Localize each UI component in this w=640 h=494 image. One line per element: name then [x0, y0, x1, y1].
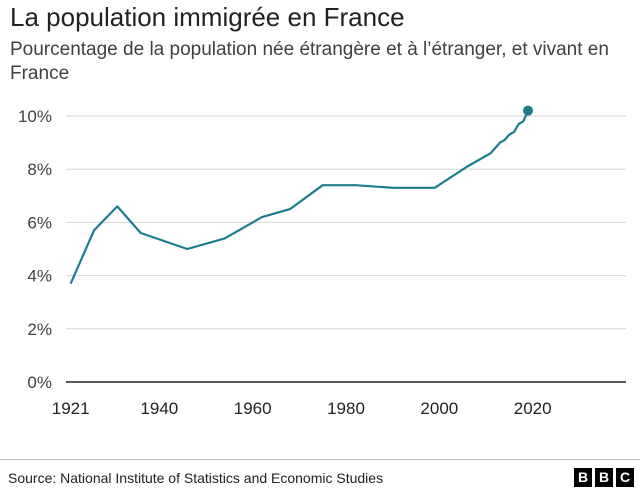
endpoint-marker [523, 105, 533, 116]
logo-letter: C [616, 468, 634, 487]
y-tick-label: 6% [27, 213, 52, 232]
footer: Source: National Institute of Statistics… [0, 459, 640, 494]
y-tick-label: 10% [18, 107, 52, 126]
x-tick-label: 1940 [140, 399, 178, 418]
logo-letter: B [595, 468, 613, 487]
line-chart: 0% 2% 4% 6% 8% 10% 1921 1940 1960 1980 2000 2020 [18, 105, 626, 418]
y-tick-label: 0% [27, 373, 52, 392]
x-tick-label: 1960 [234, 399, 272, 418]
series-line [69, 110, 530, 285]
bbc-logo: B B C [574, 468, 634, 487]
chart-subtitle: Pourcentage de la population née étrangè… [10, 39, 609, 84]
y-tick-label: 4% [27, 267, 52, 286]
source-note: Source: National Institute of Statistics… [8, 470, 384, 486]
chart-title: La population immigrée en France [10, 2, 405, 32]
y-tick-label: 8% [27, 160, 52, 179]
x-tick-label: 1921 [52, 399, 90, 418]
y-tick-label: 2% [27, 320, 52, 339]
x-tick-label: 1980 [327, 399, 365, 418]
x-tick-label: 2020 [514, 399, 552, 418]
x-tick-label: 2000 [420, 399, 458, 418]
logo-letter: B [574, 468, 592, 487]
